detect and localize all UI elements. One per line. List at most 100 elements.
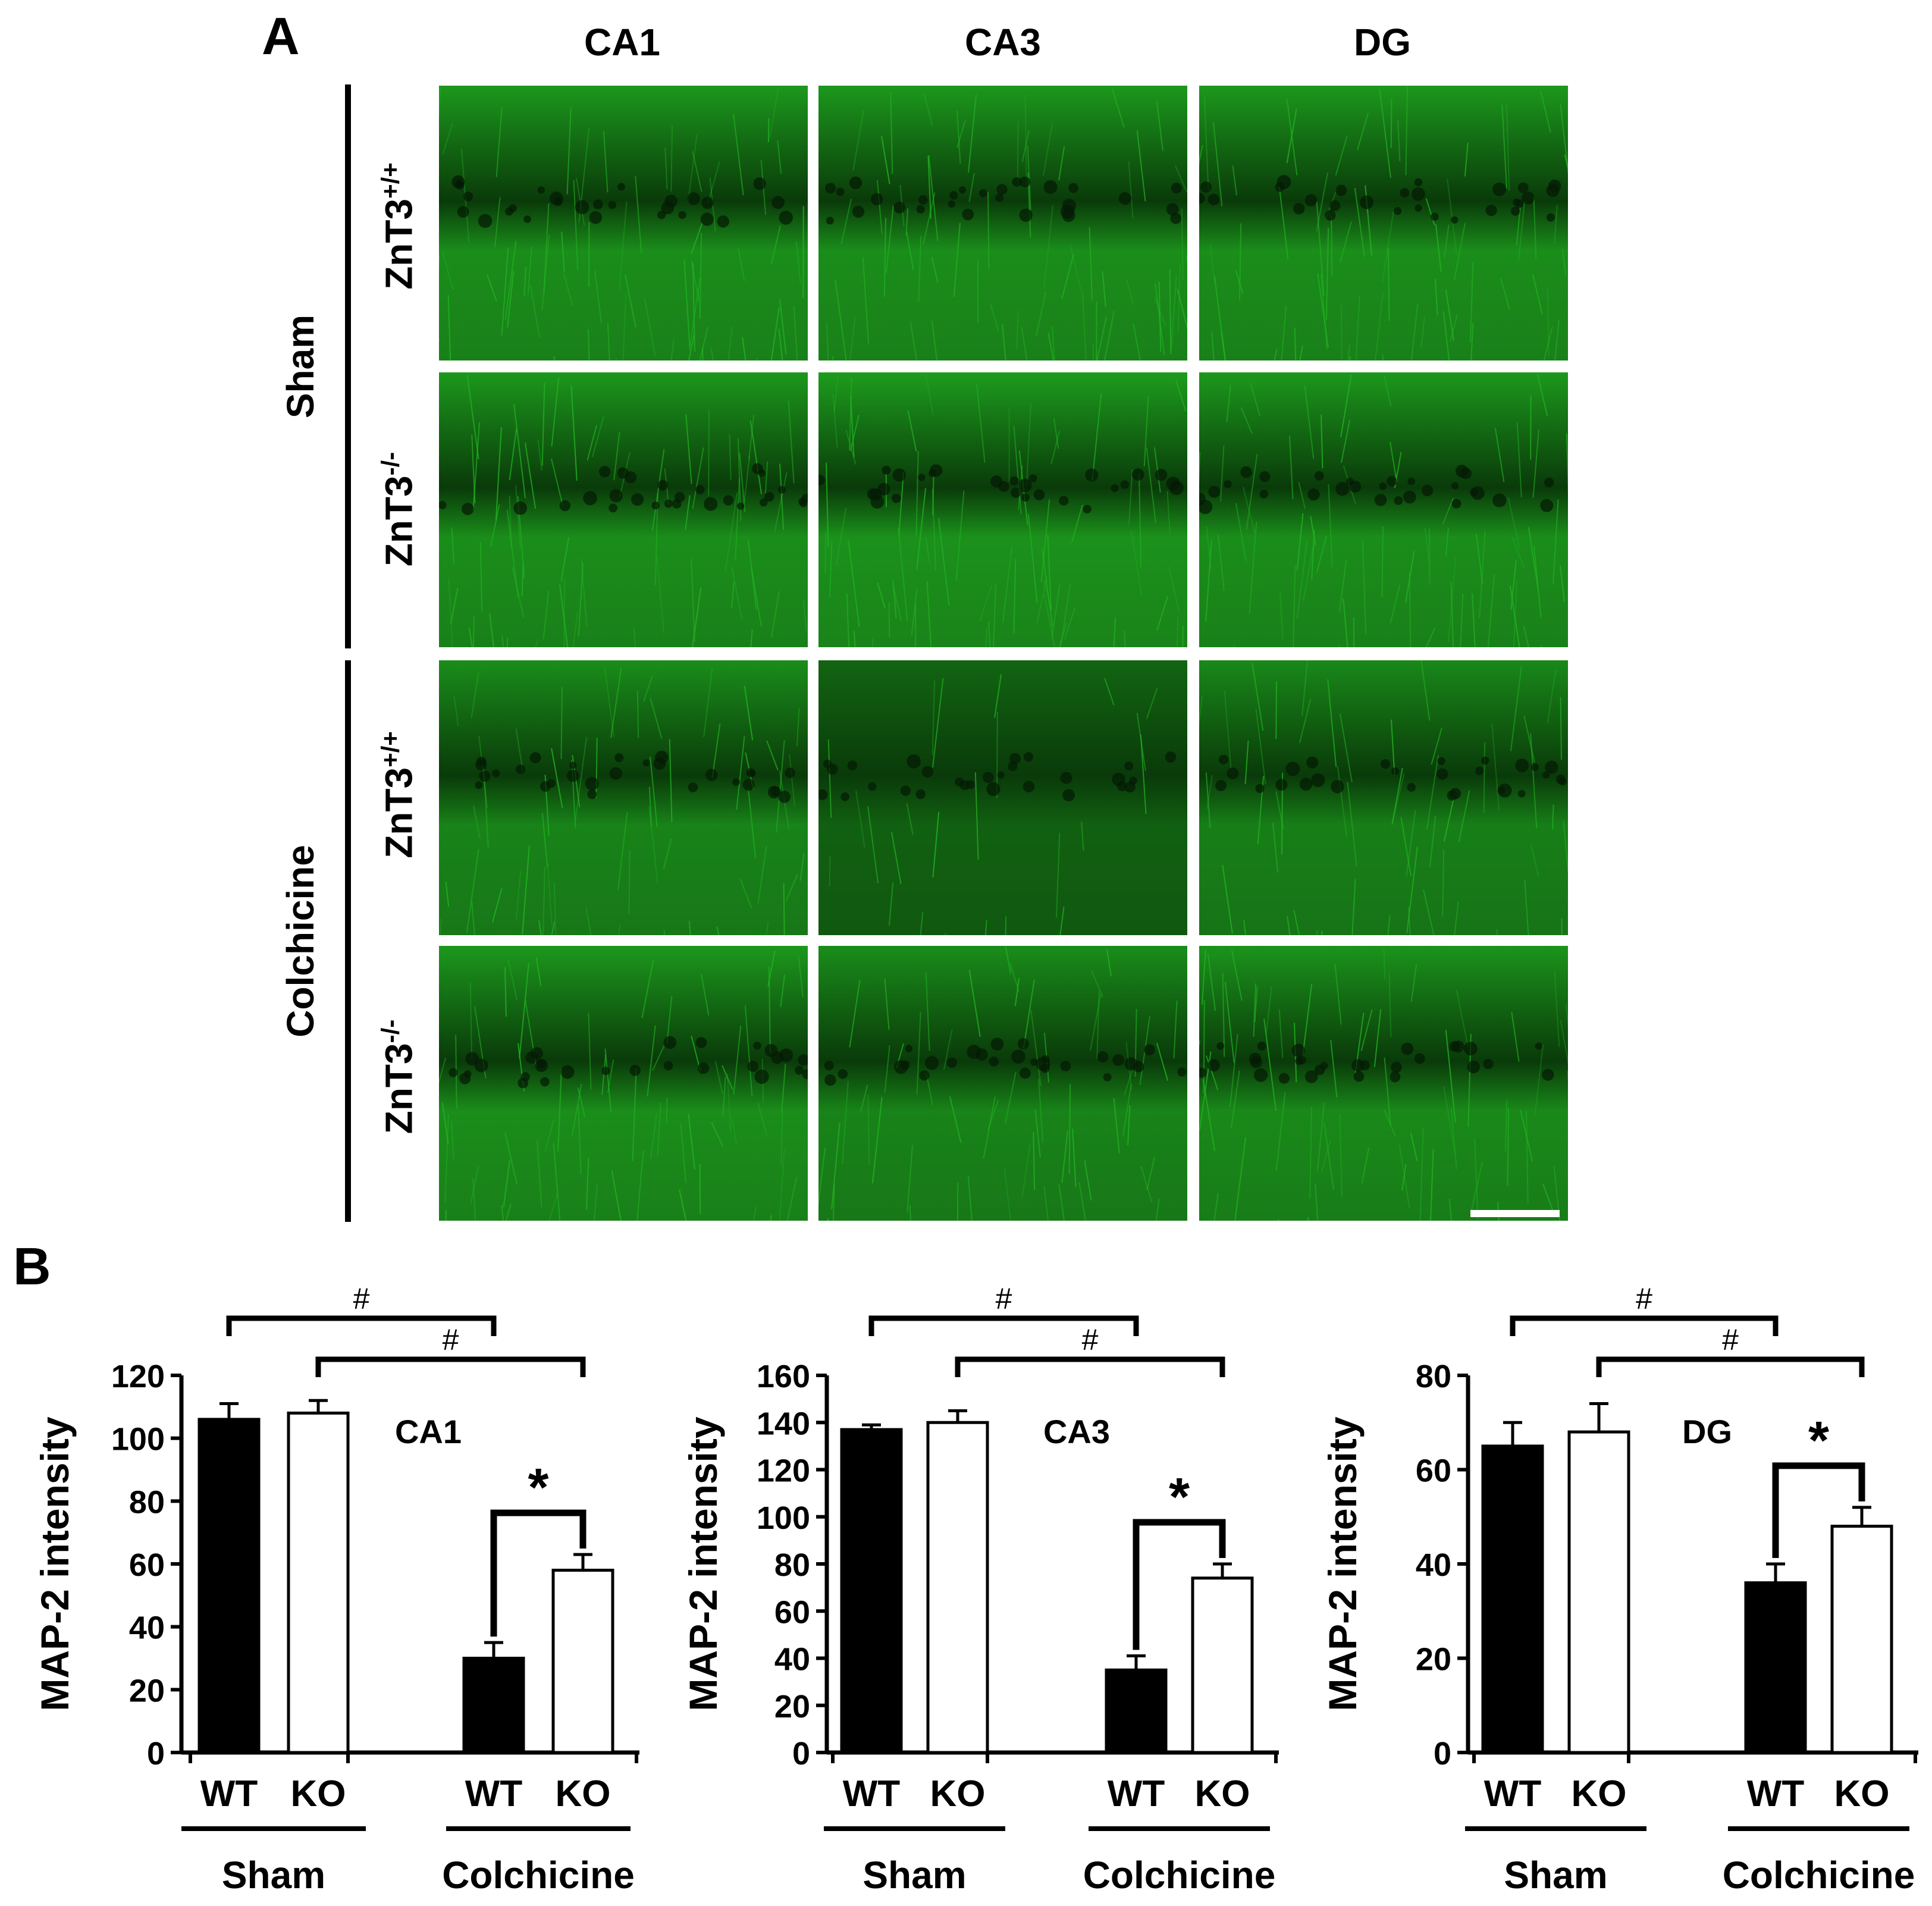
y-tick-label: 40 bbox=[129, 1610, 165, 1646]
x-category-label: KO bbox=[930, 1773, 986, 1814]
y-tick-label: 80 bbox=[1416, 1359, 1451, 1394]
x-category-label: KO bbox=[1195, 1773, 1250, 1814]
significance-bracket bbox=[955, 1356, 1225, 1377]
y-axis-label: MAP-2 intensity bbox=[1321, 1416, 1365, 1711]
significance-marker: # bbox=[1722, 1323, 1739, 1356]
x-category-label: WT bbox=[843, 1773, 901, 1814]
significance-bracket bbox=[1510, 1315, 1779, 1336]
y-tick-label: 80 bbox=[774, 1547, 810, 1583]
bar-ca3-colchicine-ko bbox=[1191, 1576, 1254, 1754]
bar-dg-sham-wt bbox=[1481, 1444, 1544, 1754]
significance-star: * bbox=[528, 1458, 548, 1518]
panel-a-label: A bbox=[262, 7, 300, 65]
group-label: Colchicine bbox=[442, 1854, 635, 1896]
bar-dg-colchicine-ko bbox=[1830, 1525, 1893, 1754]
significance-bracket-star bbox=[490, 1509, 586, 1637]
region-label: DG bbox=[1682, 1413, 1732, 1450]
micrograph-ca1-colchicine-ko bbox=[439, 946, 808, 1221]
region-label: CA1 bbox=[395, 1413, 462, 1450]
significance-marker: # bbox=[996, 1282, 1012, 1315]
genotype-label-colchicine-wt: ZnT3+/+ bbox=[376, 731, 421, 858]
y-tick-label: 20 bbox=[1416, 1642, 1451, 1678]
bar-ca1-colchicine-wt bbox=[462, 1657, 525, 1754]
group-label: Colchicine bbox=[1723, 1854, 1915, 1896]
micrograph-ca1-sham-wt bbox=[439, 86, 808, 360]
scale-bar bbox=[1470, 1210, 1560, 1217]
significance-bracket bbox=[868, 1315, 1139, 1336]
significance-bracket bbox=[1596, 1356, 1865, 1377]
y-tick-label: 40 bbox=[1416, 1547, 1451, 1583]
y-tick-label: 120 bbox=[111, 1359, 165, 1394]
micrograph-dg-colchicine-ko bbox=[1199, 946, 1568, 1221]
panel-b-label: B bbox=[13, 1237, 51, 1296]
bar-ca1-sham-wt bbox=[197, 1418, 261, 1754]
significance-marker: # bbox=[1082, 1323, 1099, 1356]
bar-dg-colchicine-wt bbox=[1744, 1581, 1807, 1754]
y-tick-label: 40 bbox=[774, 1642, 810, 1678]
bar-chart-dg: MAP-2 intensity 0 20 40 60 80 WT KO WT KO Sham Colc… bbox=[1321, 1282, 1918, 1896]
micrograph-ca3-colchicine-ko bbox=[818, 946, 1187, 1221]
y-tick-label: 0 bbox=[147, 1736, 165, 1772]
significance-star: * bbox=[1808, 1411, 1829, 1471]
bar-chart-ca1: MAP-2 intensity 0 20 40 60 80 100 120 WT KO WT KO Sh… bbox=[33, 1282, 639, 1896]
region-label: CA3 bbox=[1043, 1413, 1110, 1450]
x-category-label: WT bbox=[1747, 1773, 1805, 1814]
bar-ca3-sham-ko bbox=[926, 1421, 989, 1754]
sham-group-line bbox=[345, 84, 351, 648]
significance-star: * bbox=[1169, 1468, 1190, 1527]
bar-ca1-sham-ko bbox=[287, 1411, 350, 1754]
y-tick-label: 140 bbox=[757, 1406, 810, 1441]
sham-row-label: Sham bbox=[279, 314, 322, 419]
group-label: Sham bbox=[862, 1854, 966, 1896]
micrograph-ca1-sham-ko bbox=[439, 372, 808, 647]
column-header-dg: DG bbox=[1354, 21, 1411, 64]
micrograph-dg-sham-ko bbox=[1199, 372, 1568, 647]
column-header-ca3: CA3 bbox=[964, 21, 1042, 64]
y-tick-label: 0 bbox=[792, 1736, 810, 1772]
group-label: Sham bbox=[1504, 1854, 1607, 1896]
significance-bracket-star bbox=[1133, 1519, 1226, 1650]
micrograph-dg-colchicine-wt bbox=[1199, 660, 1568, 935]
y-tick-label: 80 bbox=[129, 1484, 165, 1520]
y-axis-label: MAP-2 intensity bbox=[681, 1416, 725, 1711]
x-category-label: WT bbox=[1108, 1773, 1165, 1814]
genotype-label-sham-ko: ZnT3-/- bbox=[376, 452, 421, 567]
colchicine-group-line bbox=[345, 660, 351, 1222]
significance-marker: # bbox=[353, 1282, 370, 1315]
y-tick-label: 160 bbox=[757, 1359, 810, 1394]
micrograph-ca3-sham-ko bbox=[818, 372, 1187, 647]
y-tick-label: 20 bbox=[774, 1689, 810, 1725]
y-tick-label: 100 bbox=[757, 1500, 810, 1536]
bar-dg-sham-ko bbox=[1567, 1430, 1630, 1754]
group-label: Sham bbox=[222, 1854, 325, 1896]
x-category-label: KO bbox=[1572, 1773, 1627, 1814]
y-axis-label: MAP-2 intensity bbox=[33, 1416, 77, 1711]
y-tick-label: 20 bbox=[129, 1673, 165, 1708]
y-tick-label: 120 bbox=[757, 1453, 810, 1489]
y-tick-label: 60 bbox=[774, 1594, 810, 1630]
micrograph-ca3-sham-wt bbox=[818, 86, 1187, 360]
group-label: Colchicine bbox=[1083, 1854, 1276, 1896]
colchicine-row-label: Colchicine bbox=[279, 845, 322, 1037]
bar-ca3-sham-wt bbox=[840, 1428, 903, 1754]
y-tick-label: 0 bbox=[1434, 1736, 1451, 1772]
genotype-label-colchicine-ko: ZnT3-/- bbox=[376, 1019, 421, 1134]
significance-bracket bbox=[315, 1356, 586, 1377]
y-tick-label: 100 bbox=[111, 1422, 165, 1457]
genotype-label-sham-wt: ZnT3+/+ bbox=[376, 162, 421, 290]
x-category-label: WT bbox=[465, 1773, 523, 1814]
x-category-label: KO bbox=[556, 1773, 611, 1814]
significance-bracket bbox=[226, 1315, 497, 1336]
x-category-label: WT bbox=[1484, 1773, 1542, 1814]
micrograph-ca1-colchicine-wt bbox=[439, 660, 808, 935]
x-category-label: KO bbox=[1834, 1773, 1890, 1814]
y-tick-label: 60 bbox=[1416, 1453, 1451, 1489]
micrograph-dg-sham-wt bbox=[1199, 86, 1568, 360]
y-tick-label: 60 bbox=[129, 1547, 165, 1583]
significance-marker: # bbox=[443, 1323, 459, 1356]
bar-ca3-colchicine-wt bbox=[1105, 1668, 1168, 1754]
column-header-ca1: CA1 bbox=[584, 21, 661, 64]
x-category-label: KO bbox=[291, 1773, 346, 1814]
significance-bracket-star bbox=[1772, 1462, 1865, 1558]
x-category-label: WT bbox=[200, 1773, 258, 1814]
